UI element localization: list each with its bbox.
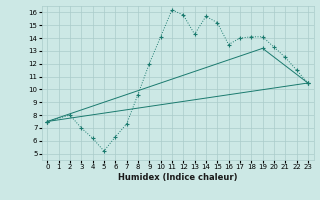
X-axis label: Humidex (Indice chaleur): Humidex (Indice chaleur) xyxy=(118,173,237,182)
